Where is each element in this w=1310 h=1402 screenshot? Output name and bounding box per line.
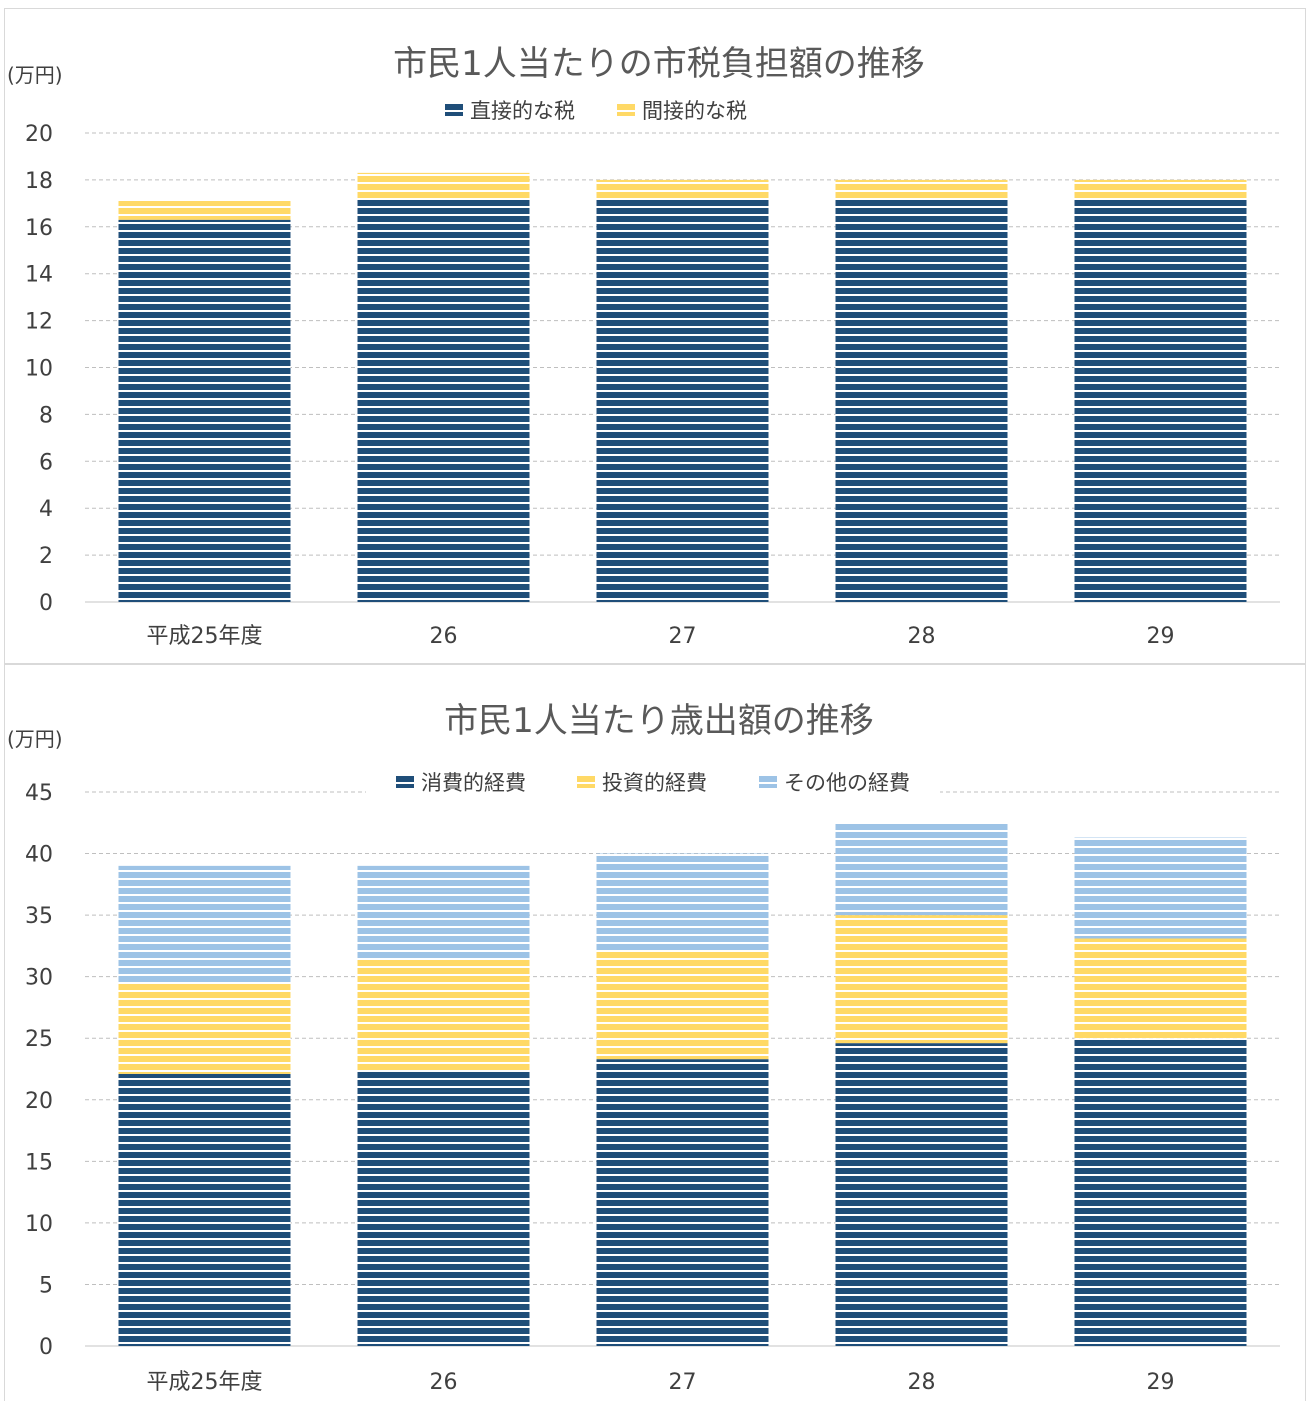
chart-title: 市民1人当たり歳出額の推移 [444,701,874,741]
y-tick-labels: 0 2 4 6 8 10 12 14 16 18 20 [25,122,53,616]
y-tick-label: 18 [25,169,53,194]
y-tick-label: 8 [39,403,53,428]
y-tick-label: 0 [39,1335,53,1360]
y-tick-label: 14 [25,263,53,288]
y-tick-label: 12 [25,310,53,335]
x-category-labels: 平成25年度 26 27 28 29 [147,1370,1175,1395]
bar-segment [835,1043,1008,1346]
y-tick-label: 45 [25,781,53,806]
chart-expenditure: 市民1人当たり歳出額の推移 (万円) 0 5 10 15 20 25 30 35 40 45 平成… [7,701,1280,1395]
legend-label: 消費的経費 [421,771,526,795]
y-tick-label: 25 [25,1027,53,1052]
x-category-label: 27 [669,624,697,649]
chart-panel-tax-burden: 市民1人当たりの市税負担額の推移 (万円) 0 2 4 6 8 10 12 14 16 18 20 … [4,8,1306,664]
bar-segment [596,1059,769,1346]
y-tick-label: 16 [25,216,53,241]
bar-segment [1074,837,1247,939]
bar-segment [357,959,530,1072]
y-tick-label: 10 [25,357,53,382]
bar-segment [596,950,769,1060]
bar-segment [1074,198,1247,602]
bar-segment [835,915,1008,1044]
y-tick-label: 2 [39,544,53,569]
bar-segment [357,1071,530,1346]
legend: 直接的な税 間接的な税 [445,99,747,123]
bar-segment [357,198,530,602]
y-tick-label: 40 [25,843,53,868]
bar-segment [835,179,1008,199]
legend-swatch [617,104,635,116]
legend: 消費的経費 投資的経費 その他の経費 [366,767,940,799]
bars [118,172,1247,602]
bar-segment [118,1073,291,1346]
legend-swatch [396,776,414,788]
y-tick-label: 20 [25,1089,53,1114]
y-tick-label: 0 [39,591,53,616]
bar-segment [835,822,1008,916]
bars [118,822,1247,1346]
x-category-label: 26 [430,1370,458,1395]
legend-label: 投資的経費 [602,771,707,795]
bar-segment [1074,1038,1247,1346]
bar-segment [596,853,769,951]
bar-segment [596,179,769,199]
legend-swatch [577,776,595,788]
bar-segment [357,865,530,960]
legend-label: その他の経費 [784,771,910,795]
y-axis-unit-label: (万円) [7,63,63,87]
bar-segment [596,198,769,602]
y-axis-unit-label: (万円) [7,727,63,751]
y-tick-labels: 0 5 10 15 20 25 30 35 40 45 [25,781,53,1360]
x-category-label: 26 [430,624,458,649]
y-tick-label: 4 [39,497,53,522]
x-category-label: 29 [1147,1370,1175,1395]
x-category-label: 平成25年度 [147,1370,263,1395]
x-category-label: 平成25年度 [147,624,263,649]
chart-title: 市民1人当たりの市税負担額の推移 [393,44,925,84]
y-tick-label: 15 [25,1150,53,1175]
y-tick-label: 6 [39,450,53,475]
bar-segment [835,198,1008,602]
legend-label: 直接的な税 [470,99,575,123]
bar-segment [118,865,291,983]
bar-segment [118,982,291,1074]
legend-swatch [445,104,463,116]
y-tick-label: 35 [25,904,53,929]
y-tick-label: 20 [25,122,53,147]
legend-background [366,767,940,799]
x-category-label: 27 [669,1370,697,1395]
bar-segment [118,201,291,220]
x-category-label: 28 [908,1370,936,1395]
bar-segment [118,219,291,602]
x-category-labels: 平成25年度 26 27 28 29 [147,624,1175,649]
legend-label: 間接的な税 [642,99,747,123]
x-category-label: 29 [1147,624,1175,649]
legend-swatch [759,776,777,788]
y-tick-label: 10 [25,1212,53,1237]
y-tick-label: 30 [25,966,53,991]
y-tick-label: 5 [39,1273,53,1298]
bar-segment [1074,179,1247,199]
chart-panel-expenditure: 市民1人当たり歳出額の推移 (万円) 0 5 10 15 20 25 30 35 40 45 平成… [4,664,1306,1401]
x-category-label: 28 [908,624,936,649]
bar-segment [357,172,530,199]
bar-segment [1074,938,1247,1039]
chart-tax-burden: 市民1人当たりの市税負担額の推移 (万円) 02468101214161820 … [7,44,1280,649]
